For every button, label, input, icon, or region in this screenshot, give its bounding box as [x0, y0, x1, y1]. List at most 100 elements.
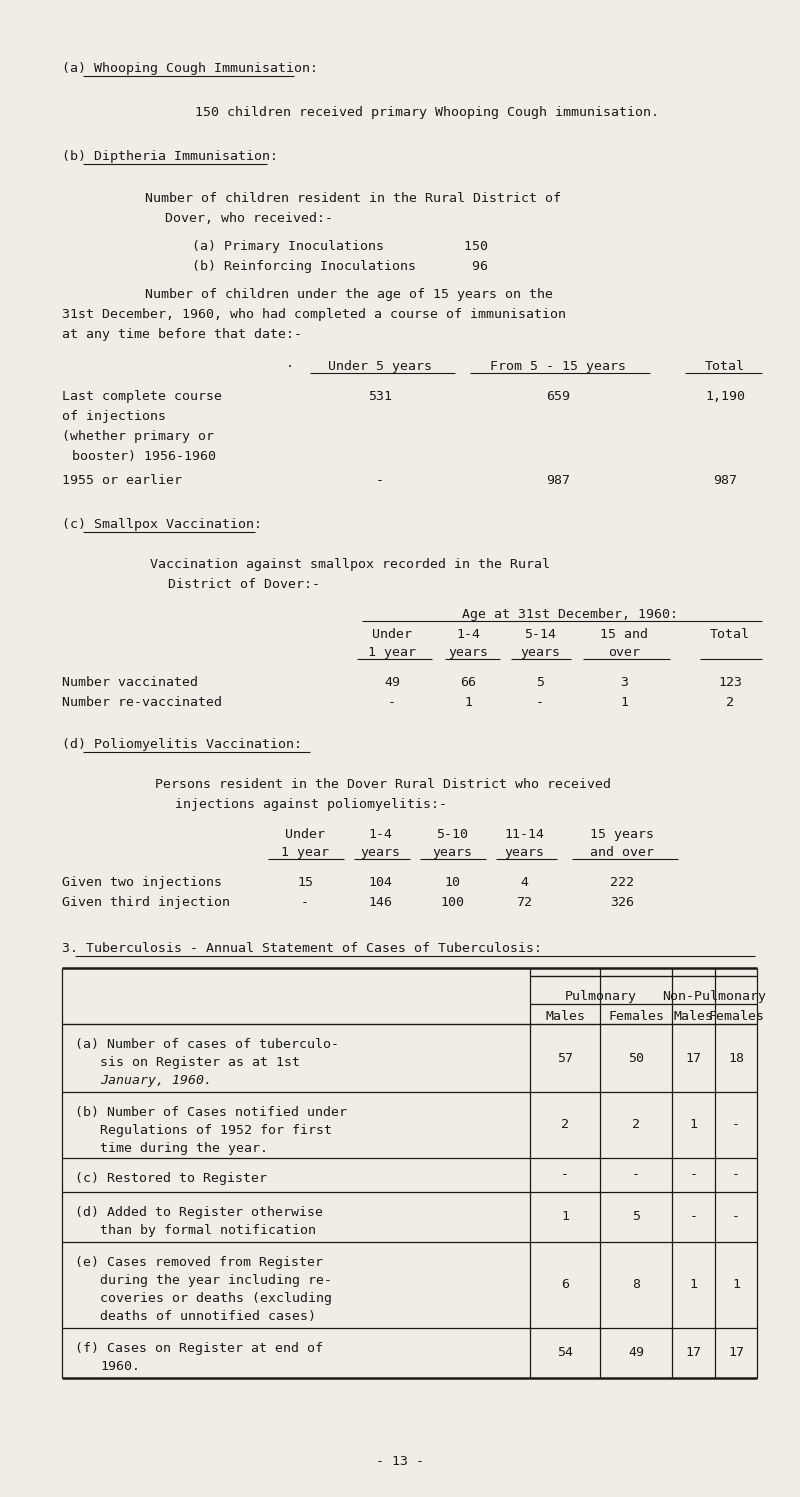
Text: Under: Under: [372, 629, 412, 641]
Text: 987: 987: [546, 475, 570, 487]
Text: -: -: [690, 1211, 698, 1223]
Text: 1,190: 1,190: [705, 391, 745, 403]
Text: 15: 15: [297, 876, 313, 889]
Text: 1: 1: [732, 1278, 740, 1292]
Text: Given third injection: Given third injection: [62, 897, 230, 909]
Text: Persons resident in the Dover Rural District who received: Persons resident in the Dover Rural Dist…: [155, 778, 611, 790]
Text: booster) 1956-1960: booster) 1956-1960: [72, 451, 216, 463]
Text: 49: 49: [628, 1346, 644, 1359]
Text: -: -: [561, 1169, 569, 1181]
Text: 5-14: 5-14: [524, 629, 556, 641]
Text: years: years: [504, 846, 544, 859]
Text: -: -: [690, 1169, 698, 1181]
Text: Number of children resident in the Rural District of: Number of children resident in the Rural…: [145, 192, 561, 205]
Text: (b) Diptheria Immunisation:: (b) Diptheria Immunisation:: [62, 150, 278, 163]
Text: 2: 2: [561, 1118, 569, 1132]
Text: years: years: [360, 846, 400, 859]
Text: Dover, who received:-: Dover, who received:-: [165, 213, 333, 225]
Text: years: years: [448, 647, 488, 659]
Text: (d) Added to Register otherwise: (d) Added to Register otherwise: [75, 1207, 323, 1219]
Text: 326: 326: [610, 897, 634, 909]
Text: -: -: [732, 1169, 740, 1181]
Text: 1960.: 1960.: [100, 1359, 140, 1373]
Text: Number re-vaccinated: Number re-vaccinated: [62, 696, 222, 710]
Text: Number of children under the age of 15 years on the: Number of children under the age of 15 y…: [145, 287, 553, 301]
Text: Under: Under: [285, 828, 325, 841]
Text: 1: 1: [690, 1278, 698, 1292]
Text: Last complete course: Last complete course: [62, 391, 222, 403]
Text: coveries or deaths (excluding: coveries or deaths (excluding: [100, 1292, 332, 1305]
Text: Females: Females: [708, 1010, 764, 1022]
Text: years: years: [432, 846, 472, 859]
Text: Pulmonary: Pulmonary: [565, 990, 637, 1003]
Text: than by formal notification: than by formal notification: [100, 1225, 316, 1237]
Text: 987: 987: [713, 475, 737, 487]
Text: 1 year: 1 year: [368, 647, 416, 659]
Text: Total: Total: [710, 629, 750, 641]
Text: during the year including re-: during the year including re-: [100, 1274, 332, 1287]
Text: -: -: [536, 696, 544, 710]
Text: 17: 17: [686, 1346, 702, 1359]
Text: 531: 531: [368, 391, 392, 403]
Text: Females: Females: [608, 1010, 664, 1022]
Text: of injections: of injections: [62, 410, 166, 424]
Text: (a) Number of cases of tuberculo-: (a) Number of cases of tuberculo-: [75, 1037, 339, 1051]
Text: (a) Primary Inoculations          150: (a) Primary Inoculations 150: [192, 240, 488, 253]
Text: sis on Register as at 1st: sis on Register as at 1st: [100, 1055, 300, 1069]
Text: 1 year: 1 year: [281, 846, 329, 859]
Text: injections against poliomyelitis:-: injections against poliomyelitis:-: [175, 798, 447, 811]
Text: 2: 2: [726, 696, 734, 710]
Text: 17: 17: [728, 1346, 744, 1359]
Text: 104: 104: [368, 876, 392, 889]
Text: (d) Poliomyelitis Vaccination:: (d) Poliomyelitis Vaccination:: [62, 738, 302, 751]
Text: -: -: [301, 897, 309, 909]
Text: 2: 2: [632, 1118, 640, 1132]
Text: 1: 1: [464, 696, 472, 710]
Text: 1-4: 1-4: [456, 629, 480, 641]
Text: Under 5 years: Under 5 years: [328, 359, 432, 373]
Text: time during the year.: time during the year.: [100, 1142, 268, 1156]
Text: 3: 3: [620, 677, 628, 689]
Text: Number vaccinated: Number vaccinated: [62, 677, 198, 689]
Text: 10: 10: [444, 876, 460, 889]
Text: deaths of unnotified cases): deaths of unnotified cases): [100, 1310, 316, 1323]
Text: (b) Number of Cases notified under: (b) Number of Cases notified under: [75, 1106, 347, 1118]
Text: 5: 5: [632, 1211, 640, 1223]
Text: Regulations of 1952 for first: Regulations of 1952 for first: [100, 1124, 332, 1138]
Text: Vaccination against smallpox recorded in the Rural: Vaccination against smallpox recorded in…: [150, 558, 550, 570]
Text: -: -: [732, 1118, 740, 1132]
Text: From 5 - 15 years: From 5 - 15 years: [490, 359, 626, 373]
Text: 15 and: 15 and: [600, 629, 648, 641]
Text: (f) Cases on Register at end of: (f) Cases on Register at end of: [75, 1341, 323, 1355]
Text: 72: 72: [516, 897, 532, 909]
Text: District of Dover:-: District of Dover:-: [168, 578, 320, 591]
Text: 6: 6: [561, 1278, 569, 1292]
Text: 146: 146: [368, 897, 392, 909]
Text: 1: 1: [561, 1211, 569, 1223]
Text: (a) Whooping Cough Immunisation:: (a) Whooping Cough Immunisation:: [62, 61, 318, 75]
Text: 17: 17: [686, 1051, 702, 1064]
Text: Age at 31st December, 1960:: Age at 31st December, 1960:: [462, 608, 678, 621]
Text: -: -: [376, 475, 384, 487]
Text: (c) Smallpox Vaccination:: (c) Smallpox Vaccination:: [62, 518, 262, 531]
Text: 49: 49: [384, 677, 400, 689]
Text: Total: Total: [705, 359, 745, 373]
Text: and over: and over: [590, 846, 654, 859]
Text: 150 children received primary Whooping Cough immunisation.: 150 children received primary Whooping C…: [195, 106, 659, 118]
Text: - 13 -: - 13 -: [376, 1455, 424, 1469]
Text: January, 1960.: January, 1960.: [100, 1073, 212, 1087]
Text: (c) Restored to Register: (c) Restored to Register: [75, 1172, 267, 1186]
Text: ·: ·: [286, 359, 294, 373]
Text: Given two injections: Given two injections: [62, 876, 222, 889]
Text: (e) Cases removed from Register: (e) Cases removed from Register: [75, 1256, 323, 1269]
Text: 54: 54: [557, 1346, 573, 1359]
Text: 31st December, 1960, who had completed a course of immunisation: 31st December, 1960, who had completed a…: [62, 308, 566, 320]
Text: 1955 or earlier: 1955 or earlier: [62, 475, 182, 487]
Text: 57: 57: [557, 1051, 573, 1064]
Text: -: -: [732, 1211, 740, 1223]
Text: 5-10: 5-10: [436, 828, 468, 841]
Text: 1: 1: [690, 1118, 698, 1132]
Text: 66: 66: [460, 677, 476, 689]
Text: 123: 123: [718, 677, 742, 689]
Text: Males: Males: [545, 1010, 585, 1022]
